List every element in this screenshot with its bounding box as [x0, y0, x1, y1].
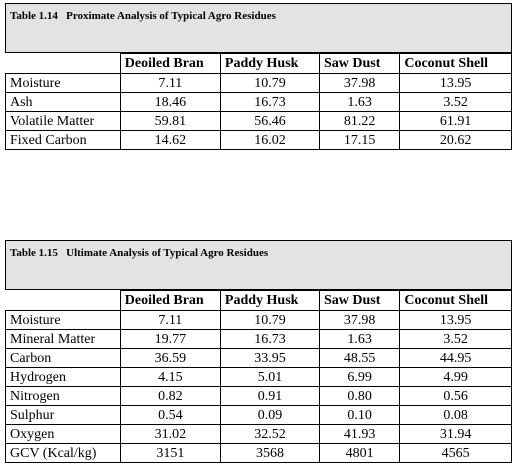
table-cell: 37.98 [319, 73, 401, 93]
column-header: Deoiled Bran [119, 290, 221, 311]
table-cell: 0.09 [219, 405, 321, 425]
table-cell: 0.80 [319, 386, 401, 406]
table-cell: 1.63 [319, 92, 401, 112]
table-cell: 0.91 [219, 386, 321, 406]
row-label: Moisture [5, 73, 121, 93]
table-cell: 56.46 [219, 111, 321, 131]
table-row: Ash 18.46 16.73 1.63 3.52 [5, 92, 512, 112]
row-label: Mineral Matter [5, 329, 121, 349]
data-table: Deoiled Bran Paddy Husk Saw Dust Coconut… [5, 53, 512, 150]
row-label: Moisture [5, 310, 121, 330]
table-row: Carbon 36.59 33.95 48.55 44.95 [5, 348, 512, 368]
table-cell: 5.01 [219, 367, 321, 387]
table-cell: 16.73 [219, 329, 321, 349]
table-cell: 3.52 [399, 329, 512, 349]
table-row: Nitrogen 0.82 0.91 0.80 0.56 [5, 386, 512, 406]
table-cell: 0.54 [119, 405, 221, 425]
row-label: Fixed Carbon [5, 130, 121, 150]
table-cell: 18.46 [119, 92, 221, 112]
column-header: Deoiled Bran [119, 53, 221, 74]
table-cell: 16.73 [219, 92, 321, 112]
table-cell: 3151 [119, 443, 221, 463]
row-label: GCV (Kcal/kg) [5, 443, 121, 463]
table-cell: 36.59 [119, 348, 221, 368]
column-header: Saw Dust [319, 290, 401, 311]
table-cell: 48.55 [319, 348, 401, 368]
table-cell: 13.95 [399, 73, 512, 93]
row-label: Nitrogen [5, 386, 121, 406]
column-header: Paddy Husk [219, 290, 321, 311]
table-cell: 19.77 [119, 329, 221, 349]
column-header: Saw Dust [319, 53, 401, 74]
table-cell: 6.99 [319, 367, 401, 387]
table-cell: 7.11 [119, 310, 221, 330]
table-cell: 14.62 [119, 130, 221, 150]
table-cell: 61.91 [399, 111, 512, 131]
table-cell: 10.79 [219, 310, 321, 330]
row-label: Carbon [5, 348, 121, 368]
table-cell: 0.82 [119, 386, 221, 406]
table-cell: 32.52 [219, 424, 321, 444]
table-cell: 4801 [319, 443, 401, 463]
table-cell: 0.08 [399, 405, 512, 425]
header-row: Deoiled Bran Paddy Husk Saw Dust Coconut… [5, 53, 512, 74]
table-cell: 59.81 [119, 111, 221, 131]
row-label: Ash [5, 92, 121, 112]
table-cell: 44.95 [399, 348, 512, 368]
ultimate-analysis-table: Table 1.15 Ultimate Analysis of Typical … [5, 240, 512, 463]
table-cell: 20.62 [399, 130, 512, 150]
table-cell: 81.22 [319, 111, 401, 131]
table-row: GCV (Kcal/kg) 3151 3568 4801 4565 [5, 443, 512, 463]
header-row: Deoiled Bran Paddy Husk Saw Dust Coconut… [5, 290, 512, 311]
table-row: Oxygen 31.02 32.52 41.93 31.94 [5, 424, 512, 444]
table-row: Hydrogen 4.15 5.01 6.99 4.99 [5, 367, 512, 387]
table-cell: 31.94 [399, 424, 512, 444]
table-caption: Table 1.14 Proximate Analysis of Typical… [10, 10, 276, 22]
column-header: Coconut Shell [399, 290, 512, 311]
table-cell: 17.15 [319, 130, 401, 150]
table-cell: 37.98 [319, 310, 401, 330]
table-cell: 33.95 [219, 348, 321, 368]
row-label: Sulphur [5, 405, 121, 425]
table-cell: 41.93 [319, 424, 401, 444]
table-row: Moisture 7.11 10.79 37.98 13.95 [5, 310, 512, 330]
table-row: Moisture 7.11 10.79 37.98 13.95 [5, 73, 512, 93]
proximate-analysis-table: Table 1.14 Proximate Analysis of Typical… [5, 3, 512, 150]
table-cell: 16.02 [219, 130, 321, 150]
row-label: Hydrogen [5, 367, 121, 387]
column-header: Coconut Shell [399, 53, 512, 74]
column-header: Paddy Husk [219, 53, 321, 74]
row-label: Oxygen [5, 424, 121, 444]
table-cell: 3.52 [399, 92, 512, 112]
corner-cell [5, 53, 121, 74]
table-caption: Table 1.15 Ultimate Analysis of Typical … [10, 247, 269, 259]
table-cell: 0.56 [399, 386, 512, 406]
table-caption-box: Table 1.14 Proximate Analysis of Typical… [5, 3, 512, 53]
table-cell: 3568 [219, 443, 321, 463]
table-cell: 7.11 [119, 73, 221, 93]
table-row: Volatile Matter 59.81 56.46 81.22 61.91 [5, 111, 512, 131]
corner-cell [5, 290, 121, 311]
table-cell: 4.99 [399, 367, 512, 387]
table-cell: 13.95 [399, 310, 512, 330]
table-cell: 10.79 [219, 73, 321, 93]
data-table: Deoiled Bran Paddy Husk Saw Dust Coconut… [5, 290, 512, 463]
table-cell: 4565 [399, 443, 512, 463]
table-cell: 4.15 [119, 367, 221, 387]
table-row: Fixed Carbon 14.62 16.02 17.15 20.62 [5, 130, 512, 150]
table-row: Sulphur 0.54 0.09 0.10 0.08 [5, 405, 512, 425]
table-cell: 1.63 [319, 329, 401, 349]
row-label: Volatile Matter [5, 111, 121, 131]
table-caption-box: Table 1.15 Ultimate Analysis of Typical … [5, 240, 512, 290]
table-cell: 0.10 [319, 405, 401, 425]
table-cell: 31.02 [119, 424, 221, 444]
table-row: Mineral Matter 19.77 16.73 1.63 3.52 [5, 329, 512, 349]
